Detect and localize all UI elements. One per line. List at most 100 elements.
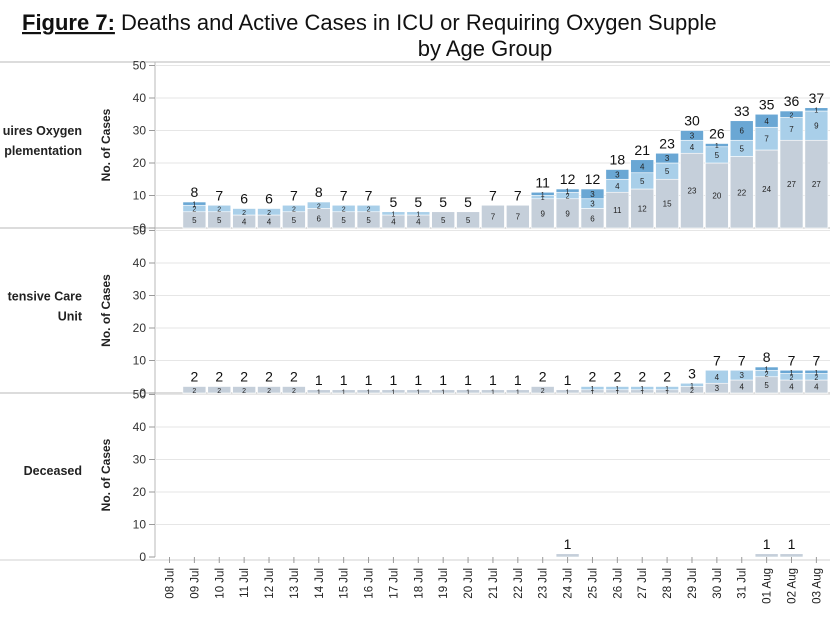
x-axis: 08 Jul 09 Jul 10 Jul 11 Jul 12 Jul 13 Jul 14 J… (165, 557, 823, 604)
segment-label: 1 (640, 386, 644, 393)
bar-segment (779, 369, 804, 374)
total-label: 1 (340, 372, 348, 388)
bar-segment (481, 389, 505, 394)
segment-label: 1 (615, 386, 619, 393)
segment-label: 15 (663, 200, 672, 209)
bar-segment (207, 386, 232, 394)
segment-label: 1 (192, 202, 196, 209)
segment-label: 3 (690, 131, 695, 140)
bar-segment (754, 553, 779, 558)
segment-label: 4 (789, 383, 794, 392)
segment-label: 5 (366, 216, 371, 225)
segment-label: 7 (491, 213, 496, 222)
total-label: 1 (365, 372, 373, 388)
x-tick-label: 23 Jul (538, 568, 550, 599)
total-label: 23 (659, 135, 675, 151)
segment-label: 2 (192, 207, 196, 214)
segment-label: 1 (441, 389, 445, 396)
x-tick-label: 19 Jul (438, 568, 450, 599)
x-tick-label: 27 Jul (637, 568, 649, 599)
bar-segment (655, 152, 679, 164)
segment-label: 2 (566, 194, 570, 201)
total-label: 8 (763, 349, 771, 365)
y-tick-label: 50 (133, 388, 147, 402)
segment-label: 3 (740, 371, 745, 380)
bar-segment (729, 120, 754, 141)
bar-segment (680, 382, 704, 387)
y-tick-label: 40 (133, 420, 147, 434)
bar-segment (779, 110, 804, 118)
total-label: 1 (489, 372, 497, 388)
bar-segment (506, 204, 530, 229)
bar-segment (257, 386, 281, 394)
total-label: 2 (290, 369, 298, 385)
y-axis-label: No. of Cases (99, 438, 113, 511)
segment-label: 1 (367, 389, 371, 396)
x-tick-label: 01 Aug (762, 568, 774, 604)
x-tick-label: 09 Jul (189, 568, 201, 599)
total-label: 7 (738, 352, 746, 368)
bar-segment (456, 211, 480, 229)
bar-segment (232, 208, 256, 216)
panel-label: Unit (58, 310, 83, 324)
bar-segment (257, 208, 281, 216)
y-tick-label: 10 (133, 518, 147, 532)
total-label: 37 (809, 90, 825, 106)
bar-segment (630, 159, 655, 174)
total-label: 2 (539, 369, 547, 385)
total-label: 18 (610, 152, 626, 168)
segment-label: 1 (541, 192, 545, 199)
segment-label: 5 (341, 216, 346, 225)
bar-segment (655, 386, 679, 391)
segment-label: 5 (292, 216, 297, 225)
total-label: 2 (240, 369, 248, 385)
total-label: 7 (340, 187, 348, 203)
bar-segment (605, 169, 630, 180)
total-label: 8 (315, 184, 323, 200)
segment-label: 1 (416, 211, 420, 218)
total-label: 7 (788, 352, 796, 368)
x-tick-label: 02 Aug (787, 568, 799, 604)
bar-segment (804, 107, 829, 112)
title-text: Deaths and Active Cases in ICU or Requir… (115, 10, 717, 35)
x-tick-label: 18 Jul (413, 568, 425, 599)
total-label: 8 (190, 184, 198, 200)
x-tick-label: 14 Jul (314, 568, 326, 599)
y-tick-label: 50 (133, 59, 147, 73)
segment-label: 5 (665, 167, 670, 176)
panel-label: uires Oxygen (3, 124, 82, 138)
segment-label: 2 (217, 388, 221, 395)
segment-label: 1 (790, 370, 794, 377)
segment-label: 5 (217, 216, 222, 225)
x-tick-label: 11 Jul (239, 568, 251, 598)
segment-label: 2 (317, 203, 321, 210)
segment-label: 2 (541, 388, 545, 395)
segment-label: 2 (267, 210, 271, 217)
total-label: 7 (290, 187, 298, 203)
x-tick-label: 08 Jul (165, 568, 177, 599)
segment-label: 3 (615, 170, 620, 179)
segment-label: 3 (665, 154, 670, 163)
segment-label: 1 (814, 107, 818, 114)
x-tick-label: 24 Jul (563, 568, 575, 599)
x-tick-label: 15 Jul (339, 568, 351, 599)
segment-label: 1 (591, 389, 595, 396)
x-tick-label: 16 Jul (364, 568, 376, 599)
bar-segment (456, 389, 480, 394)
segment-label: 5 (441, 216, 446, 225)
bar-segment (331, 389, 356, 394)
total-label: 2 (215, 369, 223, 385)
segment-label: 22 (737, 188, 746, 197)
y-tick-label: 30 (133, 289, 147, 303)
segment-label: 5 (715, 151, 720, 160)
y-tick-label: 20 (133, 156, 147, 170)
segment-label: 2 (765, 372, 769, 379)
total-label: 30 (684, 113, 700, 129)
figure-number: Figure 7: (22, 10, 115, 35)
x-tick-label: 10 Jul (214, 568, 226, 599)
x-tick-label: 13 Jul (289, 568, 301, 599)
bar-segment (555, 553, 580, 558)
bar-segment (506, 389, 530, 394)
